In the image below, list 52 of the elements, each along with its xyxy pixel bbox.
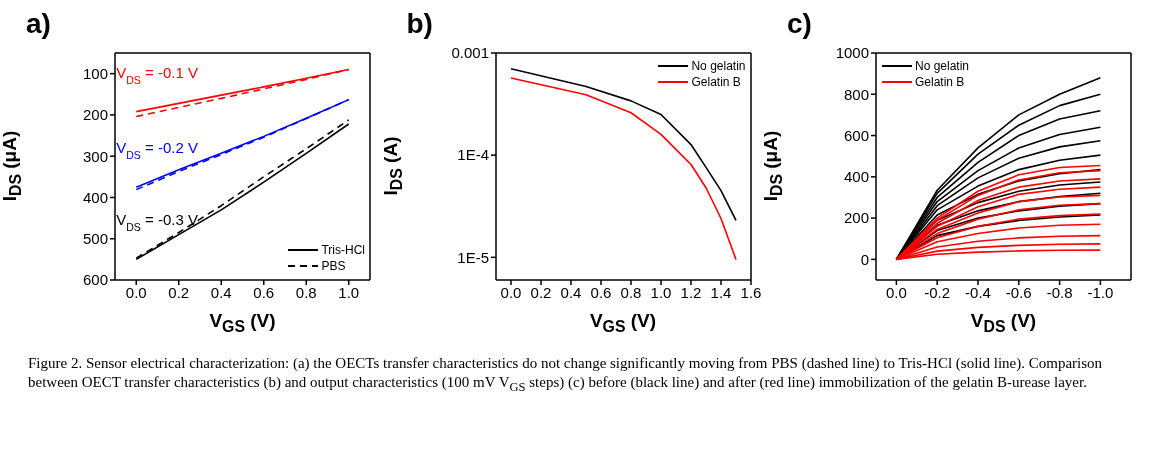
legend-label: No gelatin [691,59,746,73]
x-axis-title: V$_{GS}$ (V) [589,310,657,336]
y-tick-label: 100 [82,64,108,82]
annotation: V$_{DS}$ = -0.1 V [116,63,198,86]
x-tick-label: 1.6 [740,283,761,301]
legend-label: Gelatin B [915,75,965,89]
x-tick-label: 1.0 [338,283,360,301]
x-tick-label: 0.6 [590,283,611,301]
x-axis-title: V$_{DS}$ (V) [970,310,1037,336]
x-tick-label: 0.0 [500,283,521,301]
legend-label: Tris-HCl [321,243,365,257]
annotation: V$_{DS}$ = -0.3 V [116,211,198,234]
x-tick-label: -0.6 [1005,283,1032,301]
legend-label: Gelatin B [691,75,741,89]
caption: Figure 2. Sensor electrical characterization: (a) the OECTs transfer characteristics do not change significantly moving from PBS (dashed line) to Tris-HCl (solid line). Comparison between OECT transfer characteristics (b) and output characteristics (100 mV V$_{GS}$ steps) (c) before (black line) and after (red line) immobilization of the gelatin B-urease layer. [28,354,1104,396]
y-tick-label: 200 [82,106,108,124]
x-tick-label: 0.8 [295,283,317,301]
y-tick-label: 200 [843,209,869,227]
y-tick-label: 400 [82,188,108,206]
y-tick-label: 500 [82,230,108,248]
x-axis-title: V$_{GS}$ (V) [209,310,276,336]
legend-label: PBS [321,259,346,273]
y-tick-label: 1000 [835,44,869,62]
x-tick-label: 0.2 [530,283,551,301]
y-tick-label: 1E-5 [456,248,489,266]
legend-label: No gelatin [915,59,970,73]
y-tick-label: 0.001 [450,44,489,62]
chart-title: c) [787,8,812,40]
y-tick-label: 0 [860,250,869,268]
y-tick-label: 1E-4 [456,146,489,164]
y-tick-label: 300 [82,147,108,165]
x-tick-label: -0.4 [965,283,991,301]
x-tick-label: 0.4 [210,283,232,301]
x-tick-label: 0.0 [125,283,147,301]
x-tick-label: 0.2 [168,283,190,301]
x-tick-label: -1.0 [1087,283,1114,301]
x-tick-label: 1.0 [650,283,671,301]
y-tick-label: 600 [843,126,869,144]
annotation: V$_{DS}$ = -0.2 V [116,139,198,162]
y-tick-label: 400 [843,168,869,186]
x-tick-label: 1.2 [680,283,701,301]
x-tick-label: 0.8 [620,283,641,301]
x-tick-label: 0.0 [885,283,907,301]
x-tick-label: -0.8 [1046,283,1073,301]
x-tick-label: 0.6 [253,283,275,301]
chart-title: b) [406,8,433,40]
y-tick-label: 600 [82,271,108,289]
chart-title: a) [26,8,51,40]
x-tick-label: 1.4 [710,283,731,301]
x-tick-label: -0.2 [924,283,951,301]
y-tick-label: 800 [843,85,869,103]
x-tick-label: 0.4 [560,283,581,301]
